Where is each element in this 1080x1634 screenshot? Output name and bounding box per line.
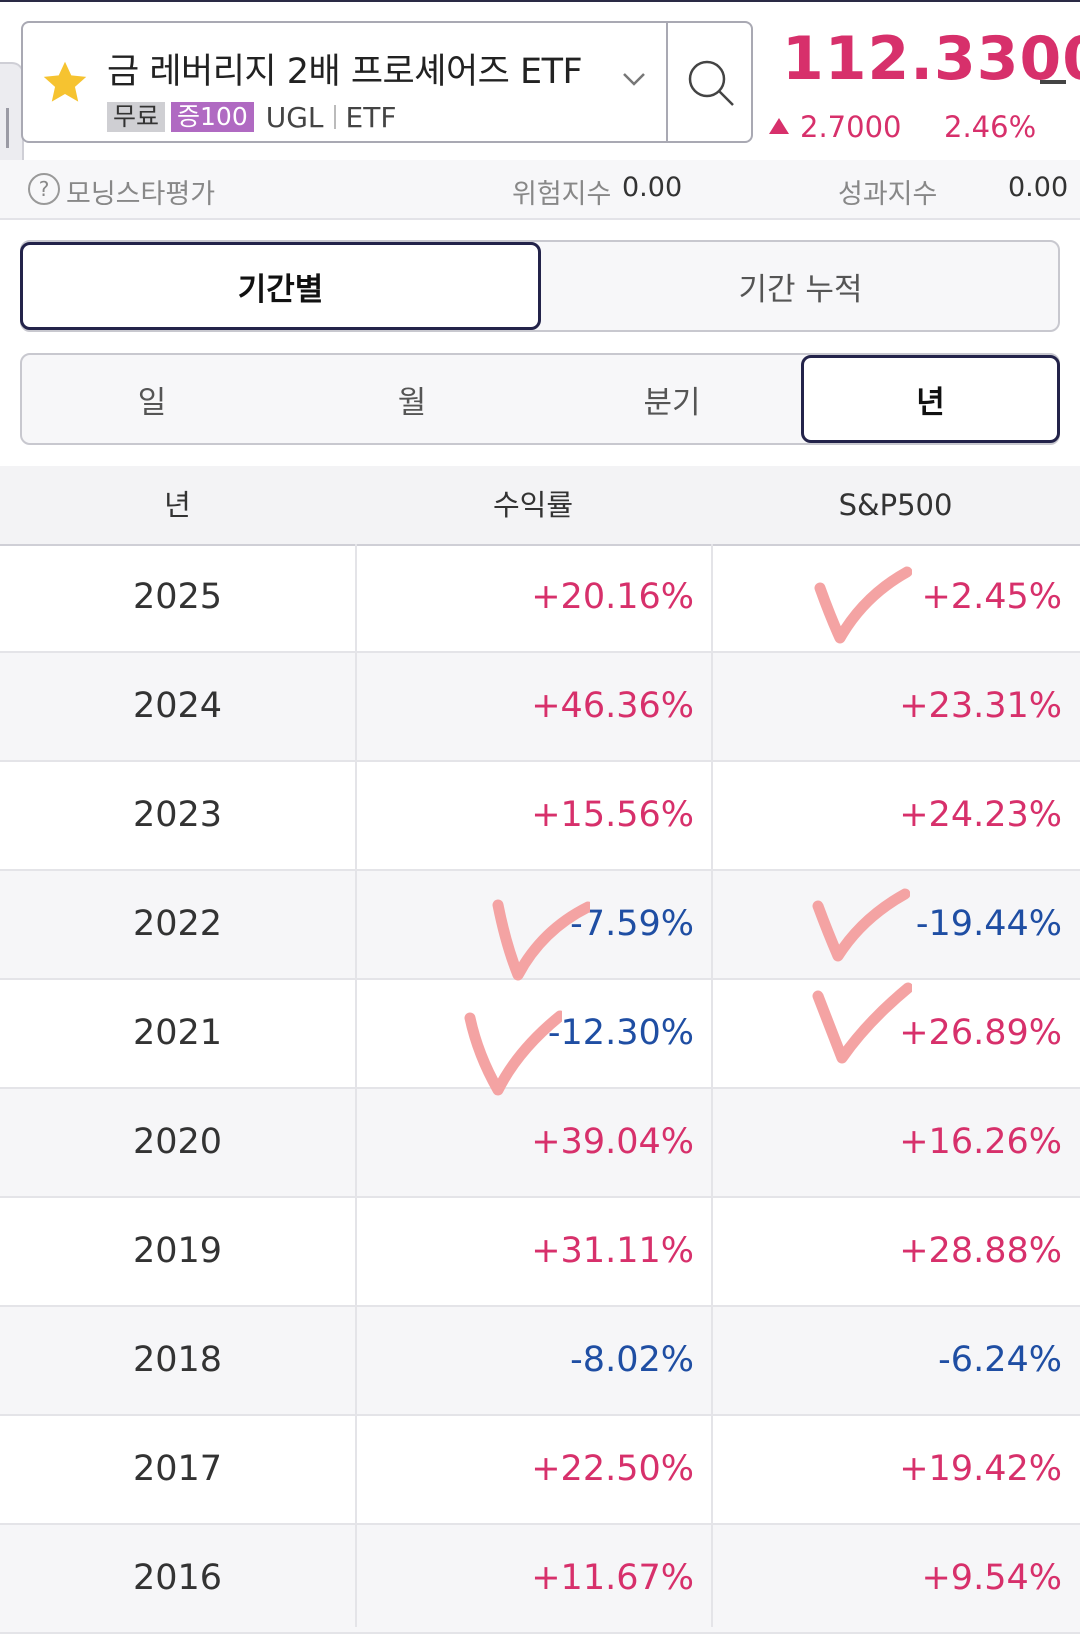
risk-index-label: 위험지수 [512,179,612,210]
return-cell: +11.67% [531,1558,694,1598]
table-row: 2020 +39.04% +16.26% [0,1089,1080,1198]
table-row: 2022 -7.59% -19.44% [0,871,1080,980]
badge-divider [333,105,336,129]
return-cell: -8.02% [570,1340,694,1380]
symbol-title[interactable]: 금 레버리지 2배 프로셰어즈 ETF [107,52,583,92]
year-cell: 2020 [132,1122,223,1162]
column-divider [355,544,357,1627]
sp500-cell: +23.31% [899,686,1062,726]
sp500-cell: +2.45% [921,577,1062,617]
table-row: 2018 -8.02% -6.24% [0,1307,1080,1416]
tab-daily[interactable]: 일 [137,384,167,421]
sp500-cell: -6.24% [938,1340,1062,1380]
performance-index-value: 0.00 [1008,172,1069,203]
tab-cumulative[interactable]: 기간 누적 [738,271,863,308]
year-cell: 2018 [132,1340,223,1380]
year-cell: 2016 [132,1558,223,1598]
star-icon[interactable] [39,57,91,109]
table-row: 2025 +20.16% +2.45% [0,544,1080,653]
table-row: 2019 +31.11% +28.88% [0,1198,1080,1307]
header-sp500: S&P500 [838,488,953,522]
table-row: 2017 +22.50% +19.42% [0,1416,1080,1525]
tab-yearly[interactable]: 년 [801,355,1060,443]
symbol-search-box[interactable]: 금 레버리지 2배 프로셰어즈 ETF 무료 증100 UGL ETF [21,21,753,143]
year-cell: 2025 [132,577,223,617]
year-cell: 2017 [132,1449,223,1489]
chevron-down-icon[interactable] [621,69,647,89]
sp500-cell: +16.26% [899,1122,1062,1162]
year-cell: 2019 [132,1231,223,1271]
table-row: 2023 +15.56% +24.23% [0,762,1080,871]
header-year: 년 [164,488,191,522]
return-cell: +31.11% [531,1231,694,1271]
rating-bar: ? 모닝스타평가 위험지수 0.00 성과지수 0.00 [0,160,1080,220]
symbol-badges: 무료 증100 UGL ETF [107,100,397,134]
price-menu-dash [1040,80,1066,84]
sp500-cell: -19.44% [915,904,1062,944]
sp500-cell: +26.89% [899,1013,1062,1053]
tab-by-period[interactable]: 기간별 [20,242,541,330]
help-icon[interactable]: ? [28,173,60,205]
return-cell: +39.04% [531,1122,694,1162]
table-row: 2021 -12.30% +26.89% [0,980,1080,1089]
price-change-percent: 2.46% [944,110,1037,144]
margin-badge: 증100 [171,102,254,132]
year-cell: 2024 [132,686,223,726]
return-cell: +46.36% [531,686,694,726]
return-cell: +15.56% [531,795,694,835]
return-cell: +22.50% [531,1449,694,1489]
column-divider [711,544,713,1627]
unit-tab-group: 일 월 분기 년 [20,353,1060,445]
up-triangle-icon [769,118,789,134]
table-header: 년 수익률 S&P500 [0,466,1080,546]
current-price: 112.3300 [782,24,1080,94]
risk-index-value: 0.00 [622,172,683,203]
price-change: 2.7000 [800,110,902,144]
table-row: 2024 +46.36% +23.31% [0,653,1080,762]
search-divider [666,23,668,141]
year-cell: 2022 [132,904,223,944]
return-cell: -12.30% [547,1013,694,1053]
top-edge-line [0,0,1080,2]
year-cell: 2023 [132,795,223,835]
tab-quarterly[interactable]: 분기 [643,384,701,421]
free-badge: 무료 [107,102,166,132]
period-tab-group: 기간별 기간 누적 [20,240,1060,332]
search-icon[interactable] [683,55,743,115]
table-row: 2016 +11.67% +9.54% [0,1525,1080,1634]
sp500-cell: +9.54% [921,1558,1062,1598]
sp500-cell: +19.42% [899,1449,1062,1489]
morningstar-rating-label[interactable]: 모닝스타평가 [66,179,216,210]
return-cell: +20.16% [531,577,694,617]
year-cell: 2021 [132,1013,223,1053]
asset-type: ETF [345,100,397,134]
ticker-symbol: UGL [265,100,324,134]
performance-index-label: 성과지수 [838,179,938,210]
header-return: 수익률 [492,488,574,522]
tab-monthly[interactable]: 월 [397,384,427,421]
sp500-cell: +28.88% [899,1231,1062,1271]
return-cell: -7.59% [570,904,694,944]
sp500-cell: +24.23% [899,795,1062,835]
